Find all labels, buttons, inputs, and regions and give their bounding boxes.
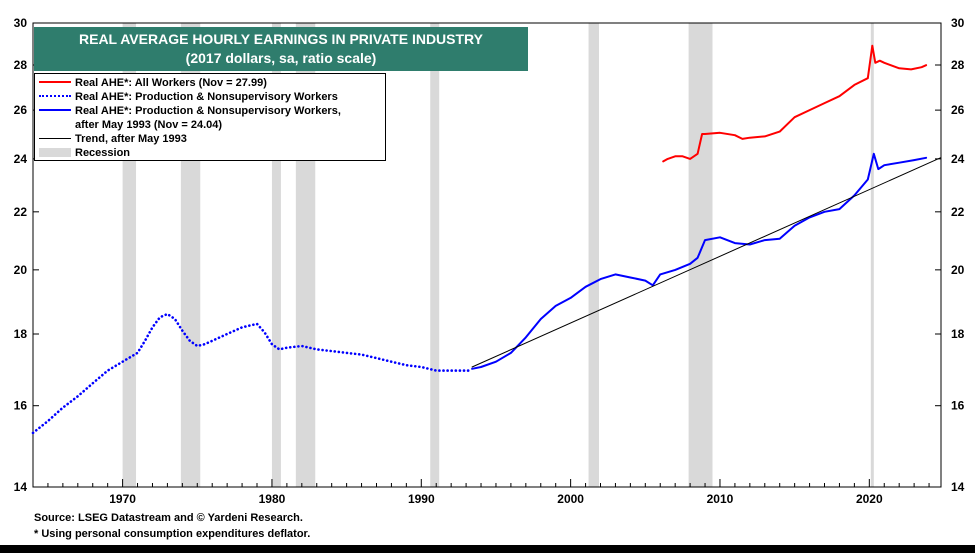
y-tick-label-left: 30 bbox=[14, 16, 28, 30]
y-tick-label-right: 22 bbox=[951, 205, 965, 219]
y-tick-label-right: 30 bbox=[951, 16, 965, 30]
legend-item-all-workers: Real AHE*: All Workers (Nov = 27.99) bbox=[39, 76, 385, 90]
legend-swatch-red-solid bbox=[39, 76, 71, 88]
legend-label: Real AHE*: Production & Nonsupervisory W… bbox=[75, 105, 341, 117]
x-tick-label: 1970 bbox=[109, 492, 136, 506]
recession-band bbox=[588, 23, 600, 487]
series-line-1 bbox=[471, 152, 928, 370]
plot-frame bbox=[32, 22, 942, 488]
y-tick-label-right: 14 bbox=[951, 480, 965, 494]
legend-swatch-gray-box bbox=[39, 146, 71, 158]
y-tick-label-left: 24 bbox=[14, 152, 28, 166]
legend-label: Trend, after May 1993 bbox=[75, 133, 187, 145]
chart-subtitle: (2017 dollars, sa, ratio scale) bbox=[185, 50, 377, 66]
chart-legend: Real AHE*: All Workers (Nov = 27.99) Rea… bbox=[34, 73, 386, 161]
legend-item-production-dotted: Real AHE*: Production & Nonsupervisory W… bbox=[39, 90, 385, 104]
y-tick-label-left: 20 bbox=[14, 263, 28, 277]
legend-swatch-blue-dotted bbox=[39, 90, 71, 102]
recession-band bbox=[430, 23, 440, 487]
y-tick-label-left: 16 bbox=[14, 399, 28, 413]
chart-title-box: REAL AVERAGE HOURLY EARNINGS IN PRIVATE … bbox=[34, 27, 528, 71]
legend-label: Real AHE*: Production & Nonsupervisory W… bbox=[75, 91, 338, 103]
y-tick-label-right: 24 bbox=[951, 152, 965, 166]
y-tick-label-right: 26 bbox=[951, 103, 965, 117]
x-tick-label: 2020 bbox=[856, 492, 883, 506]
y-tick-label-right: 16 bbox=[951, 399, 965, 413]
legend-swatch-blue-solid bbox=[39, 104, 71, 116]
legend-label-cont: after May 1993 (Nov = 24.04) bbox=[75, 119, 223, 131]
series-line-0 bbox=[31, 312, 474, 435]
y-tick-label-left: 26 bbox=[14, 103, 28, 117]
y-tick-label-right: 18 bbox=[951, 327, 965, 341]
y-tick-label-left: 18 bbox=[14, 327, 28, 341]
x-tick-label: 2010 bbox=[707, 492, 734, 506]
y-tick-label-right: 20 bbox=[951, 263, 965, 277]
legend-label: Real AHE*: All Workers (Nov = 27.99) bbox=[75, 77, 267, 89]
y-tick-label-left: 28 bbox=[14, 58, 28, 72]
recession-band bbox=[271, 23, 281, 487]
x-tick-label: 2000 bbox=[557, 492, 584, 506]
x-tick-label: 1990 bbox=[408, 492, 435, 506]
legend-item-trend: Trend, after May 1993 bbox=[39, 132, 385, 146]
recession-band bbox=[870, 23, 874, 487]
legend-swatch-black-thin bbox=[39, 132, 71, 144]
bottom-border bbox=[0, 545, 975, 553]
series-line-2 bbox=[662, 44, 928, 163]
footnote: * Using personal consumption expenditure… bbox=[34, 528, 311, 540]
y-tick-label-right: 28 bbox=[951, 58, 965, 72]
legend-label: Recession bbox=[75, 147, 131, 159]
x-tick-label: 1980 bbox=[259, 492, 286, 506]
chart-title: REAL AVERAGE HOURLY EARNINGS IN PRIVATE … bbox=[79, 31, 483, 47]
y-tick-label-left: 22 bbox=[14, 205, 28, 219]
source-note: Source: LSEG Datastream and © Yardeni Re… bbox=[34, 512, 303, 524]
recession-band bbox=[688, 23, 713, 487]
y-tick-label-left: 14 bbox=[14, 480, 28, 494]
legend-item-production-solid: Real AHE*: Production & Nonsupervisory W… bbox=[39, 104, 385, 132]
legend-item-recession: Recession bbox=[39, 146, 385, 160]
series-line-3 bbox=[471, 157, 942, 368]
